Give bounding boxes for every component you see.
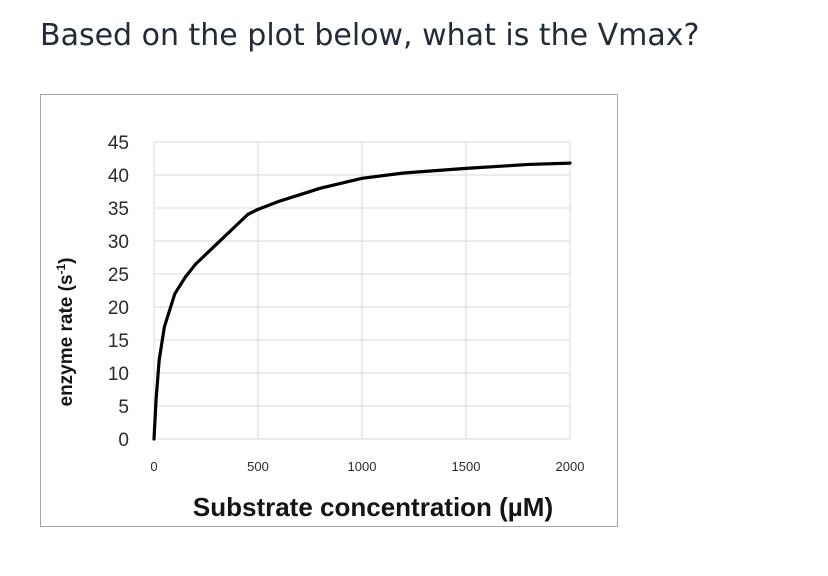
series-line bbox=[152, 161, 572, 441]
x-axis-label: Substrate concentration (µM) bbox=[193, 492, 553, 522]
enzyme-rate-chart: 0 5 10 15 20 25 30 35 40 45 0 500 1000 1500 2000 Subst… bbox=[54, 133, 585, 522]
y-axis-label-main: enzyme rate (s bbox=[56, 274, 77, 406]
x-tick-label: 2000 bbox=[556, 459, 585, 474]
y-axis-label: enzyme rate (s-1) bbox=[54, 257, 77, 406]
y-tick-label: 35 bbox=[108, 199, 129, 220]
tick-layer: 0 5 10 15 20 25 30 35 40 45 0 500 1000 1500 2000 bbox=[108, 133, 585, 474]
y-tick-label: 20 bbox=[108, 298, 129, 319]
y-axis-label-close: ) bbox=[56, 257, 77, 263]
y-tick-label: 45 bbox=[108, 133, 129, 154]
line-layer bbox=[152, 161, 572, 441]
y-tick-label: 40 bbox=[108, 166, 129, 187]
y-tick-label: 0 bbox=[118, 430, 129, 451]
x-tick-label: 500 bbox=[247, 459, 269, 474]
x-tick-label: 1500 bbox=[452, 459, 481, 474]
grid-layer bbox=[153, 141, 571, 440]
y-tick-label: 30 bbox=[108, 232, 129, 253]
question-text: Based on the plot below, what is the Vma… bbox=[40, 18, 700, 53]
y-tick-label: 10 bbox=[108, 364, 129, 385]
y-tick-label: 5 bbox=[118, 397, 129, 418]
x-tick-label: 1000 bbox=[348, 459, 377, 474]
y-tick-label: 15 bbox=[108, 331, 129, 352]
chart-frame: 0 5 10 15 20 25 30 35 40 45 0 500 1000 1500 2000 Subst… bbox=[40, 94, 618, 527]
y-tick-label: 25 bbox=[108, 265, 129, 286]
x-tick-label: 0 bbox=[150, 459, 157, 474]
y-axis-label-superscript: -1 bbox=[54, 263, 68, 274]
